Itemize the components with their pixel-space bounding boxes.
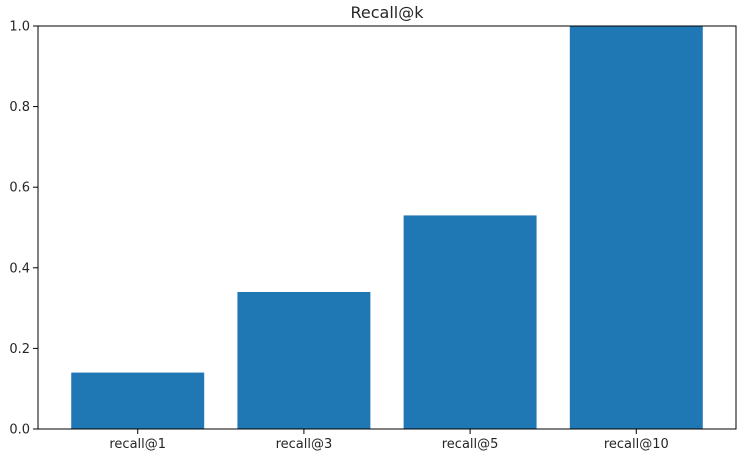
bar-recall@1 xyxy=(71,372,205,429)
bar-recall@10 xyxy=(569,26,703,429)
y-tick-label: 1.0 xyxy=(9,20,30,35)
chart-title: Recall@k xyxy=(351,3,425,22)
x-tick-label: recall@10 xyxy=(604,437,669,452)
plot-frame xyxy=(37,25,737,430)
x-axis: recall@1 recall@3 recall@5 recall@10 xyxy=(109,429,669,452)
x-tick-label: recall@3 xyxy=(276,437,333,452)
y-tick-label: 0.8 xyxy=(9,100,30,115)
y-tick-label: 0.2 xyxy=(9,342,30,357)
x-tick-label: recall@1 xyxy=(109,437,166,452)
bar-recall@5 xyxy=(403,215,537,429)
bars-layer xyxy=(71,26,703,429)
y-tick-label: 0.4 xyxy=(9,261,30,276)
bar-recall@3 xyxy=(237,291,371,429)
y-tick-label: 0.6 xyxy=(9,181,30,196)
y-axis: 0.0 0.2 0.4 0.6 0.8 1.0 xyxy=(9,20,38,438)
y-tick-label: 0.0 xyxy=(9,423,30,438)
x-tick-label: recall@5 xyxy=(442,437,499,452)
